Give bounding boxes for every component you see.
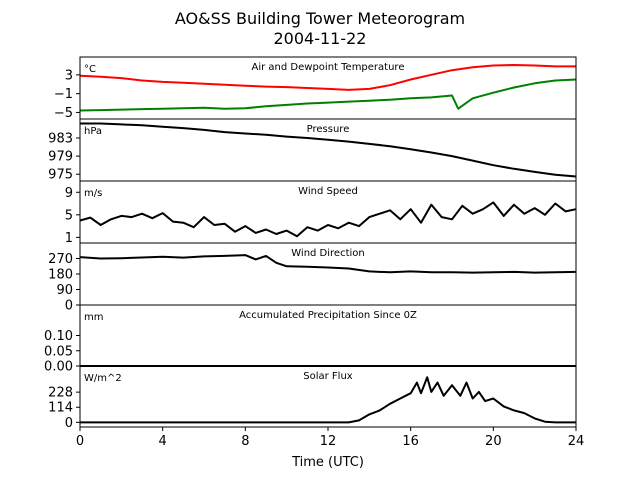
panel-6-series-1-line (80, 376, 576, 424)
panel-3-series-1-line (79, 201, 577, 238)
panel-5-ytick-label: 0.05 (44, 344, 73, 359)
panel-1-series-1-line (79, 64, 576, 91)
x-tick-label: 8 (241, 434, 249, 449)
panel-1-series-2-line (79, 78, 577, 112)
panel-4-ytick-label: 270 (48, 252, 73, 267)
panel-6-ytick-label: 0 (65, 416, 73, 431)
panel-5: 0.100.050.00 Accumulated Precipitation Si… (44, 304, 577, 375)
x-axis: 0 4 8 12 16 20 24 (76, 427, 584, 449)
panel-5-title: Accumulated Precipitation Since 0Z (239, 310, 417, 321)
panel-3-unit: m/s (84, 188, 102, 199)
panel-5-unit: mm (84, 312, 103, 323)
panel-4-ytick-label: 90 (56, 283, 73, 298)
panels-group: 3 −1 −5 Air and Dewpoint Temperature °C 983 97… (44, 56, 577, 431)
chart-subtitle: 2004-11-22 (274, 29, 367, 48)
panel-6-unit: W/m^2 (84, 373, 122, 384)
panel-2-unit: hPa (84, 126, 102, 137)
panel-1-title: Air and Dewpoint Temperature (252, 62, 405, 73)
x-tick-label: 4 (159, 434, 167, 449)
panel-3-ytick-label: 1 (65, 231, 73, 246)
x-axis-label: Time (UTC) (291, 455, 364, 470)
x-tick-label: 0 (76, 434, 84, 449)
panel-4-ytick-label: 0 (65, 299, 73, 314)
panel-6-ytick-label: 114 (48, 401, 73, 416)
panel-1-ytick-label: 3 (65, 68, 73, 83)
panel-3-title: Wind Speed (298, 186, 358, 197)
panel-5-ytick-label: 0.00 (44, 360, 73, 375)
panel-1-unit: °C (84, 64, 96, 75)
panel-2-series-1-line (80, 122, 577, 178)
panel-2-ytick-label: 979 (48, 150, 73, 165)
panel-5-ytick-label: 0.10 (44, 329, 73, 344)
panel-2-ytick-label: 975 (48, 168, 73, 183)
chart-title: AO&SS Building Tower Meteorogram (175, 9, 465, 28)
panel-1-ytick-label: −1 (54, 87, 73, 102)
x-tick-label: 12 (320, 434, 337, 449)
panel-3-ytick-label: 9 (65, 186, 73, 201)
panel-2: 983 979 975 Pressure hPa (48, 118, 577, 183)
panel-6-title: Solar Flux (303, 371, 353, 382)
panel-1-ytick-label: −5 (54, 106, 73, 121)
panel-1: 3 −1 −5 Air and Dewpoint Temperature °C (54, 56, 577, 121)
panel-4-ytick-label: 180 (48, 268, 73, 283)
panel-4-series-1-line (79, 254, 577, 274)
panel-4-title: Wind Direction (291, 248, 365, 259)
panel-6-ytick-label: 228 (48, 386, 73, 401)
x-tick-label: 24 (568, 434, 585, 449)
panel-3: 9 5 1 Wind Speed m/s (65, 180, 577, 246)
panel-3-ytick-label: 5 (65, 208, 73, 223)
panel-2-title: Pressure (307, 124, 350, 135)
panel-2-ytick-label: 983 (48, 132, 73, 147)
x-tick-label: 16 (402, 434, 419, 449)
x-tick-label: 20 (485, 434, 502, 449)
